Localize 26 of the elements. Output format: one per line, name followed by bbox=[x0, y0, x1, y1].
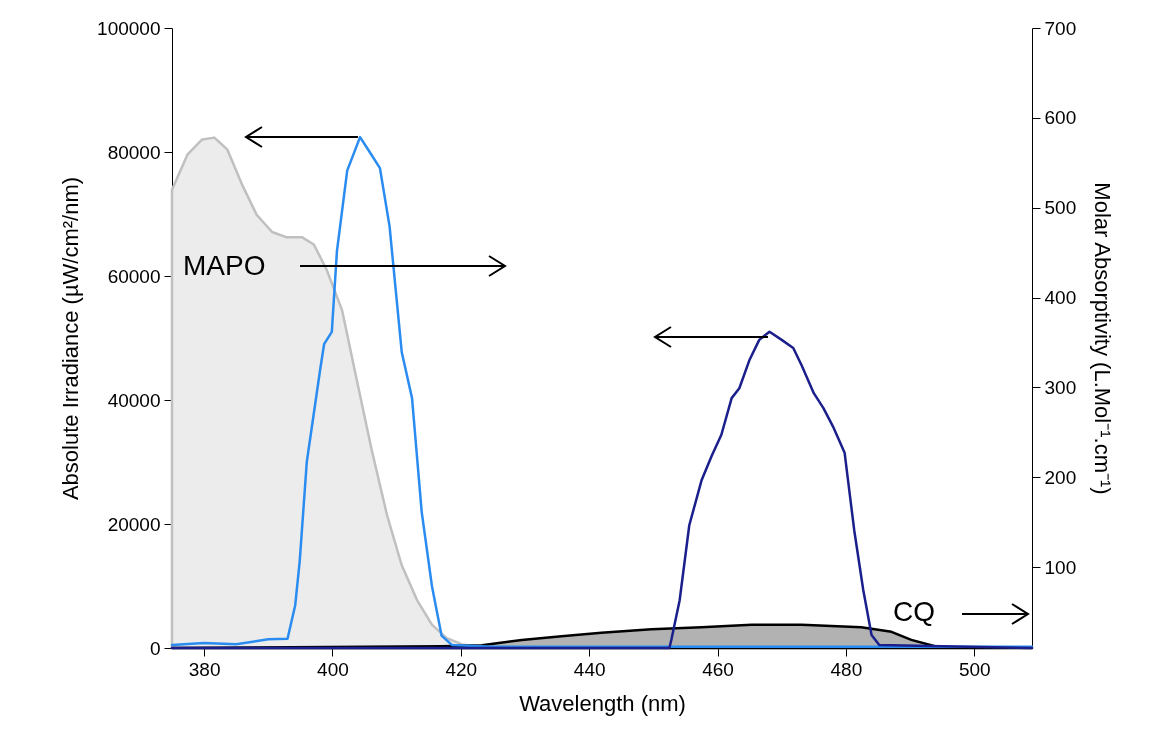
x-tick-label: 480 bbox=[830, 658, 863, 680]
line-series bbox=[170, 330, 1034, 650]
x-axis-title: Wavelength (nm) bbox=[519, 690, 686, 716]
y2-tick-label: 600 bbox=[1044, 107, 1077, 129]
y2-tick-label: 700 bbox=[1044, 17, 1077, 39]
annotation: CQ bbox=[893, 596, 935, 627]
y-tick-label: 40000 bbox=[107, 389, 161, 411]
y2-tick-label: 500 bbox=[1044, 197, 1077, 219]
x-tick-label: 380 bbox=[188, 658, 221, 680]
y2-axis-title: Molar Absorptivity (L.Mol⁻¹.cm⁻¹) bbox=[1090, 182, 1116, 495]
x-tick-label: 500 bbox=[958, 658, 991, 680]
y2-tick-label: 100 bbox=[1044, 556, 1077, 578]
y2-tick-label: 300 bbox=[1044, 376, 1077, 398]
x-tick-label: 400 bbox=[317, 658, 349, 680]
y-tick-label: 60000 bbox=[107, 265, 161, 287]
y2-tick-label: 400 bbox=[1044, 287, 1077, 309]
x-tick-label: 460 bbox=[702, 658, 734, 680]
y-tick-label: 100000 bbox=[97, 17, 161, 39]
y-tick-label: 0 bbox=[149, 637, 161, 659]
y2-tick-label: 200 bbox=[1044, 466, 1077, 488]
y-tick-label: 20000 bbox=[107, 513, 161, 535]
x-tick-label: 420 bbox=[445, 658, 478, 680]
x-tick-label: 440 bbox=[573, 658, 606, 680]
annotation: MAPO bbox=[183, 250, 266, 281]
y-tick-label: 80000 bbox=[107, 141, 161, 163]
y-axis-title: Absolute Irradiance (µW/cm²/nm) bbox=[58, 176, 84, 501]
